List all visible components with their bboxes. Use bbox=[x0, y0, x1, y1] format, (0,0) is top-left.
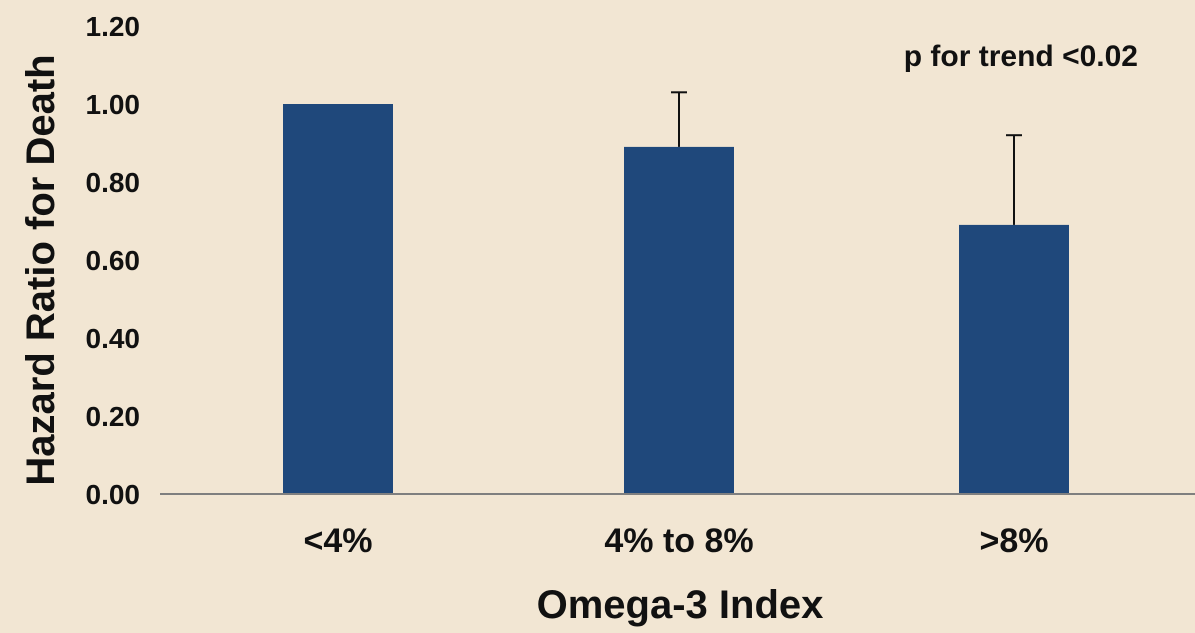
trend-annotation: p for trend <0.02 bbox=[904, 40, 1138, 73]
bar bbox=[283, 104, 393, 494]
x-category-label: 4% to 8% bbox=[604, 522, 753, 560]
x-category-labels: <4% 4% to 8% >8% bbox=[304, 522, 1049, 560]
y-tick-label: 0.40 bbox=[86, 323, 141, 354]
x-category-label: >8% bbox=[980, 522, 1049, 560]
bar bbox=[624, 146, 734, 494]
y-axis-title: Hazard Ratio for Death bbox=[19, 54, 63, 485]
y-tick-label: 1.00 bbox=[86, 89, 141, 120]
error-bars-layer bbox=[671, 91, 1022, 225]
y-tick-label: 0.60 bbox=[86, 245, 141, 276]
x-category-label: <4% bbox=[304, 522, 373, 560]
y-tick-label: 0.20 bbox=[86, 401, 141, 432]
y-tick-label: 0.00 bbox=[86, 479, 141, 510]
y-tick-label: 0.80 bbox=[86, 167, 141, 198]
bar bbox=[959, 224, 1069, 494]
x-axis-title: Omega-3 Index bbox=[537, 583, 824, 627]
y-tick-labels: 0.00 0.20 0.40 0.60 0.80 1.00 1.20 bbox=[86, 11, 141, 510]
y-tick-label: 1.20 bbox=[86, 11, 141, 42]
bars-layer bbox=[283, 104, 1069, 494]
